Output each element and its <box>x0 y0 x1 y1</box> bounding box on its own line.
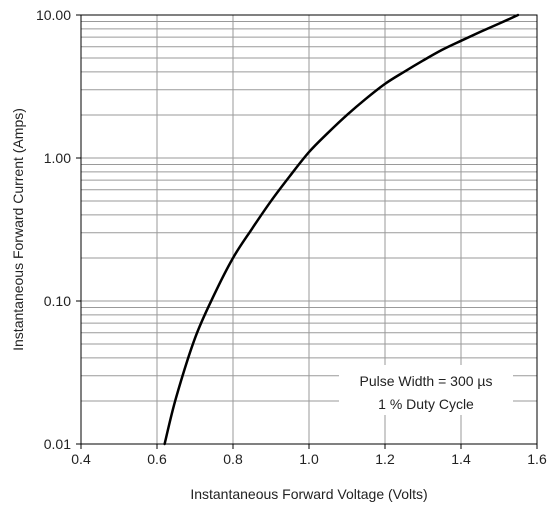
y-tick-label: 0.10 <box>44 293 71 309</box>
x-axis-title: Instantaneous Forward Voltage (Volts) <box>190 486 427 502</box>
x-tick-label: 1.0 <box>299 451 319 467</box>
forward-current-curve <box>163 13 520 446</box>
x-tick-label: 1.6 <box>527 451 547 467</box>
curve-layer <box>163 13 520 446</box>
annotation-background <box>339 365 513 415</box>
x-tick-label: 0.6 <box>147 451 167 467</box>
x-tick-label: 0.8 <box>223 451 243 467</box>
grid <box>80 15 538 445</box>
annotation-line-1: Pulse Width = 300 µs <box>360 373 493 389</box>
x-tick-label: 0.4 <box>71 451 91 467</box>
y-tick-label: 1.00 <box>44 150 71 166</box>
y-tick-label: 0.01 <box>44 436 71 452</box>
axis-labels: 0.4 0.6 0.8 1.0 1.2 1.4 1.6 0.01 0.10 1.00 10.00 <box>36 7 547 467</box>
x-tick-label: 1.2 <box>375 451 395 467</box>
annotation-line-2: 1 % Duty Cycle <box>378 396 474 412</box>
y-axis-title: Instantaneous Forward Current (Amps) <box>10 108 26 351</box>
x-tick-label: 1.4 <box>451 451 471 467</box>
y-tick-label: 10.00 <box>36 7 71 23</box>
annotation-box: Pulse Width = 300 µs 1 % Duty Cycle <box>339 365 513 415</box>
